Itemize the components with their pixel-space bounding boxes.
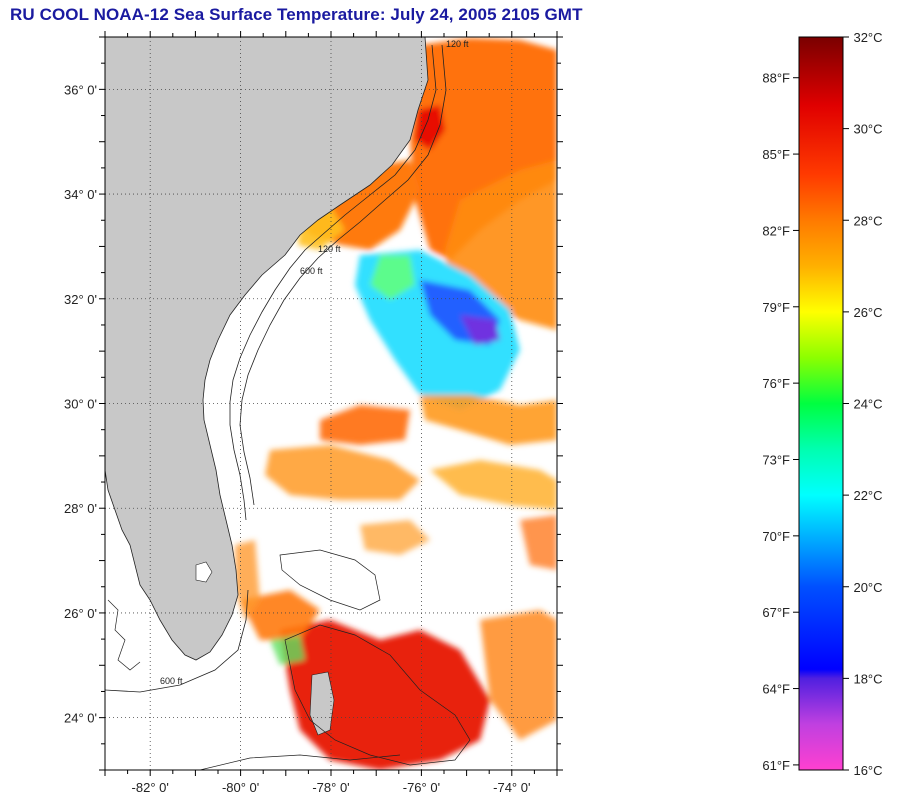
bahamas-bank-contour-south: [199, 754, 401, 770]
sst-patches: [235, 38, 557, 770]
colorbar: 32°C 30°C 28°C 26°C 24°C 22°C 20°C 18°C 16°C 88°…: [762, 30, 882, 778]
isobath-contour-gulf: [107, 599, 141, 671]
isobath-contour-florida-south: [105, 589, 249, 693]
contour-label-120ft: 120 ft: [318, 244, 341, 254]
sst-patch-cool-eddy-violet: [460, 315, 500, 345]
colorbar-fahrenheit-labels: 88°F 85°F 82°F 79°F 76°F 73°F 70°F 67°F 64°F 61°F: [762, 71, 799, 773]
lat-tick-label: 30° 0': [64, 397, 97, 412]
contour-label-600ft-south: 600 ft: [160, 676, 183, 686]
colorbar-fahrenheit-label: 67°F: [762, 605, 790, 620]
colorbar-celsius-labels: 32°C 30°C 28°C 26°C 24°C 22°C 20°C 18°C 16°C: [843, 30, 883, 778]
colorbar-celsius-label: 18°C: [853, 671, 882, 686]
sst-patch-band-30n-east: [420, 395, 557, 445]
colorbar-fahrenheit-label: 73°F: [762, 452, 790, 467]
bahamas-bank-contour-great: [284, 624, 471, 766]
sst-patch-band-29n: [265, 445, 420, 500]
sst-patch-band-30n: [320, 405, 410, 445]
latitude-labels: 36° 0' 34° 0' 32° 0' 30° 0' 28° 0' 26° 0' 24° …: [64, 82, 97, 725]
sst-patch-hatteras-warm: [415, 105, 445, 150]
colorbar-celsius-label: 22°C: [853, 488, 882, 503]
lat-tick-label: 26° 0': [64, 606, 97, 621]
colorbar-celsius-label: 28°C: [853, 213, 882, 228]
lake-okeechobee: [195, 561, 213, 583]
colorbar-fahrenheit-label: 85°F: [762, 147, 790, 162]
colorbar-celsius-label: 32°C: [853, 30, 882, 45]
sst-patch-eddy-green: [370, 255, 415, 300]
bahamas-bank-contour-north: [279, 549, 381, 611]
colorbar-celsius-label: 20°C: [853, 580, 882, 595]
sst-patch-bahamas-red: [280, 620, 490, 770]
sst-patch-band-28n-east: [430, 460, 557, 510]
lat-tick-label: 24° 0': [64, 711, 97, 726]
longitude-labels: -82° 0' -80° 0' -78° 0' -76° 0' -74° 0': [132, 780, 531, 795]
sst-patch-east-edge-orange: [520, 515, 557, 570]
lon-tick-label: -82° 0': [132, 780, 169, 795]
sst-patch-band-27n: [360, 520, 430, 555]
contour-label-120ft-north: 120 ft: [446, 39, 469, 49]
colorbar-celsius-label: 24°C: [853, 397, 882, 412]
colorbar-celsius-label: 30°C: [853, 122, 882, 137]
lat-tick-label: 32° 0': [64, 292, 97, 307]
colorbar-gradient: [798, 36, 844, 771]
lon-tick-label: -74° 0': [493, 780, 530, 795]
sst-patch-north-gulfstream: [410, 38, 557, 260]
lat-tick-label: 36° 0': [64, 82, 97, 97]
sst-patch-southeast-orange: [480, 610, 557, 740]
sst-data-layer: 120 ft 120 ft 600 ft 600 ft: [105, 37, 557, 770]
lat-tick-label: 34° 0': [64, 187, 97, 202]
colorbar-fahrenheit-label: 88°F: [762, 71, 790, 86]
contour-label-600ft: 600 ft: [300, 266, 323, 276]
isobath-contour-120ft: [229, 44, 437, 521]
colorbar-fahrenheit-label: 70°F: [762, 529, 790, 544]
andros-island: [309, 671, 335, 736]
colorbar-fahrenheit-label: 61°F: [762, 758, 790, 773]
sst-patch-florida-strait: [235, 540, 260, 620]
lon-tick-label: -80° 0': [222, 780, 259, 795]
graticule: [105, 37, 557, 770]
map-title: RU COOL NOAA-12 Sea Surface Temperature:…: [10, 5, 583, 24]
colorbar-celsius-label: 26°C: [853, 305, 882, 320]
sst-patch-bahamas-orange: [240, 590, 320, 640]
isobath-contour-600ft: [239, 44, 447, 506]
colorbar-celsius-label: 16°C: [853, 763, 882, 778]
axis-ticks: [99, 31, 563, 776]
colorbar-fahrenheit-label: 79°F: [762, 300, 790, 315]
colorbar-fahrenheit-label: 82°F: [762, 223, 790, 238]
lon-tick-label: -78° 0': [312, 780, 349, 795]
colorbar-fahrenheit-label: 76°F: [762, 376, 790, 391]
lat-tick-label: 28° 0': [64, 501, 97, 516]
map-panel: 120 ft 120 ft 600 ft 600 ft 36° 0' 34° 0'…: [64, 31, 563, 795]
us-southeast-coast-land: [105, 37, 429, 661]
sst-patch-bahamas-green: [270, 635, 305, 665]
lon-tick-label: -76° 0': [403, 780, 440, 795]
colorbar-fahrenheit-label: 64°F: [762, 682, 790, 697]
